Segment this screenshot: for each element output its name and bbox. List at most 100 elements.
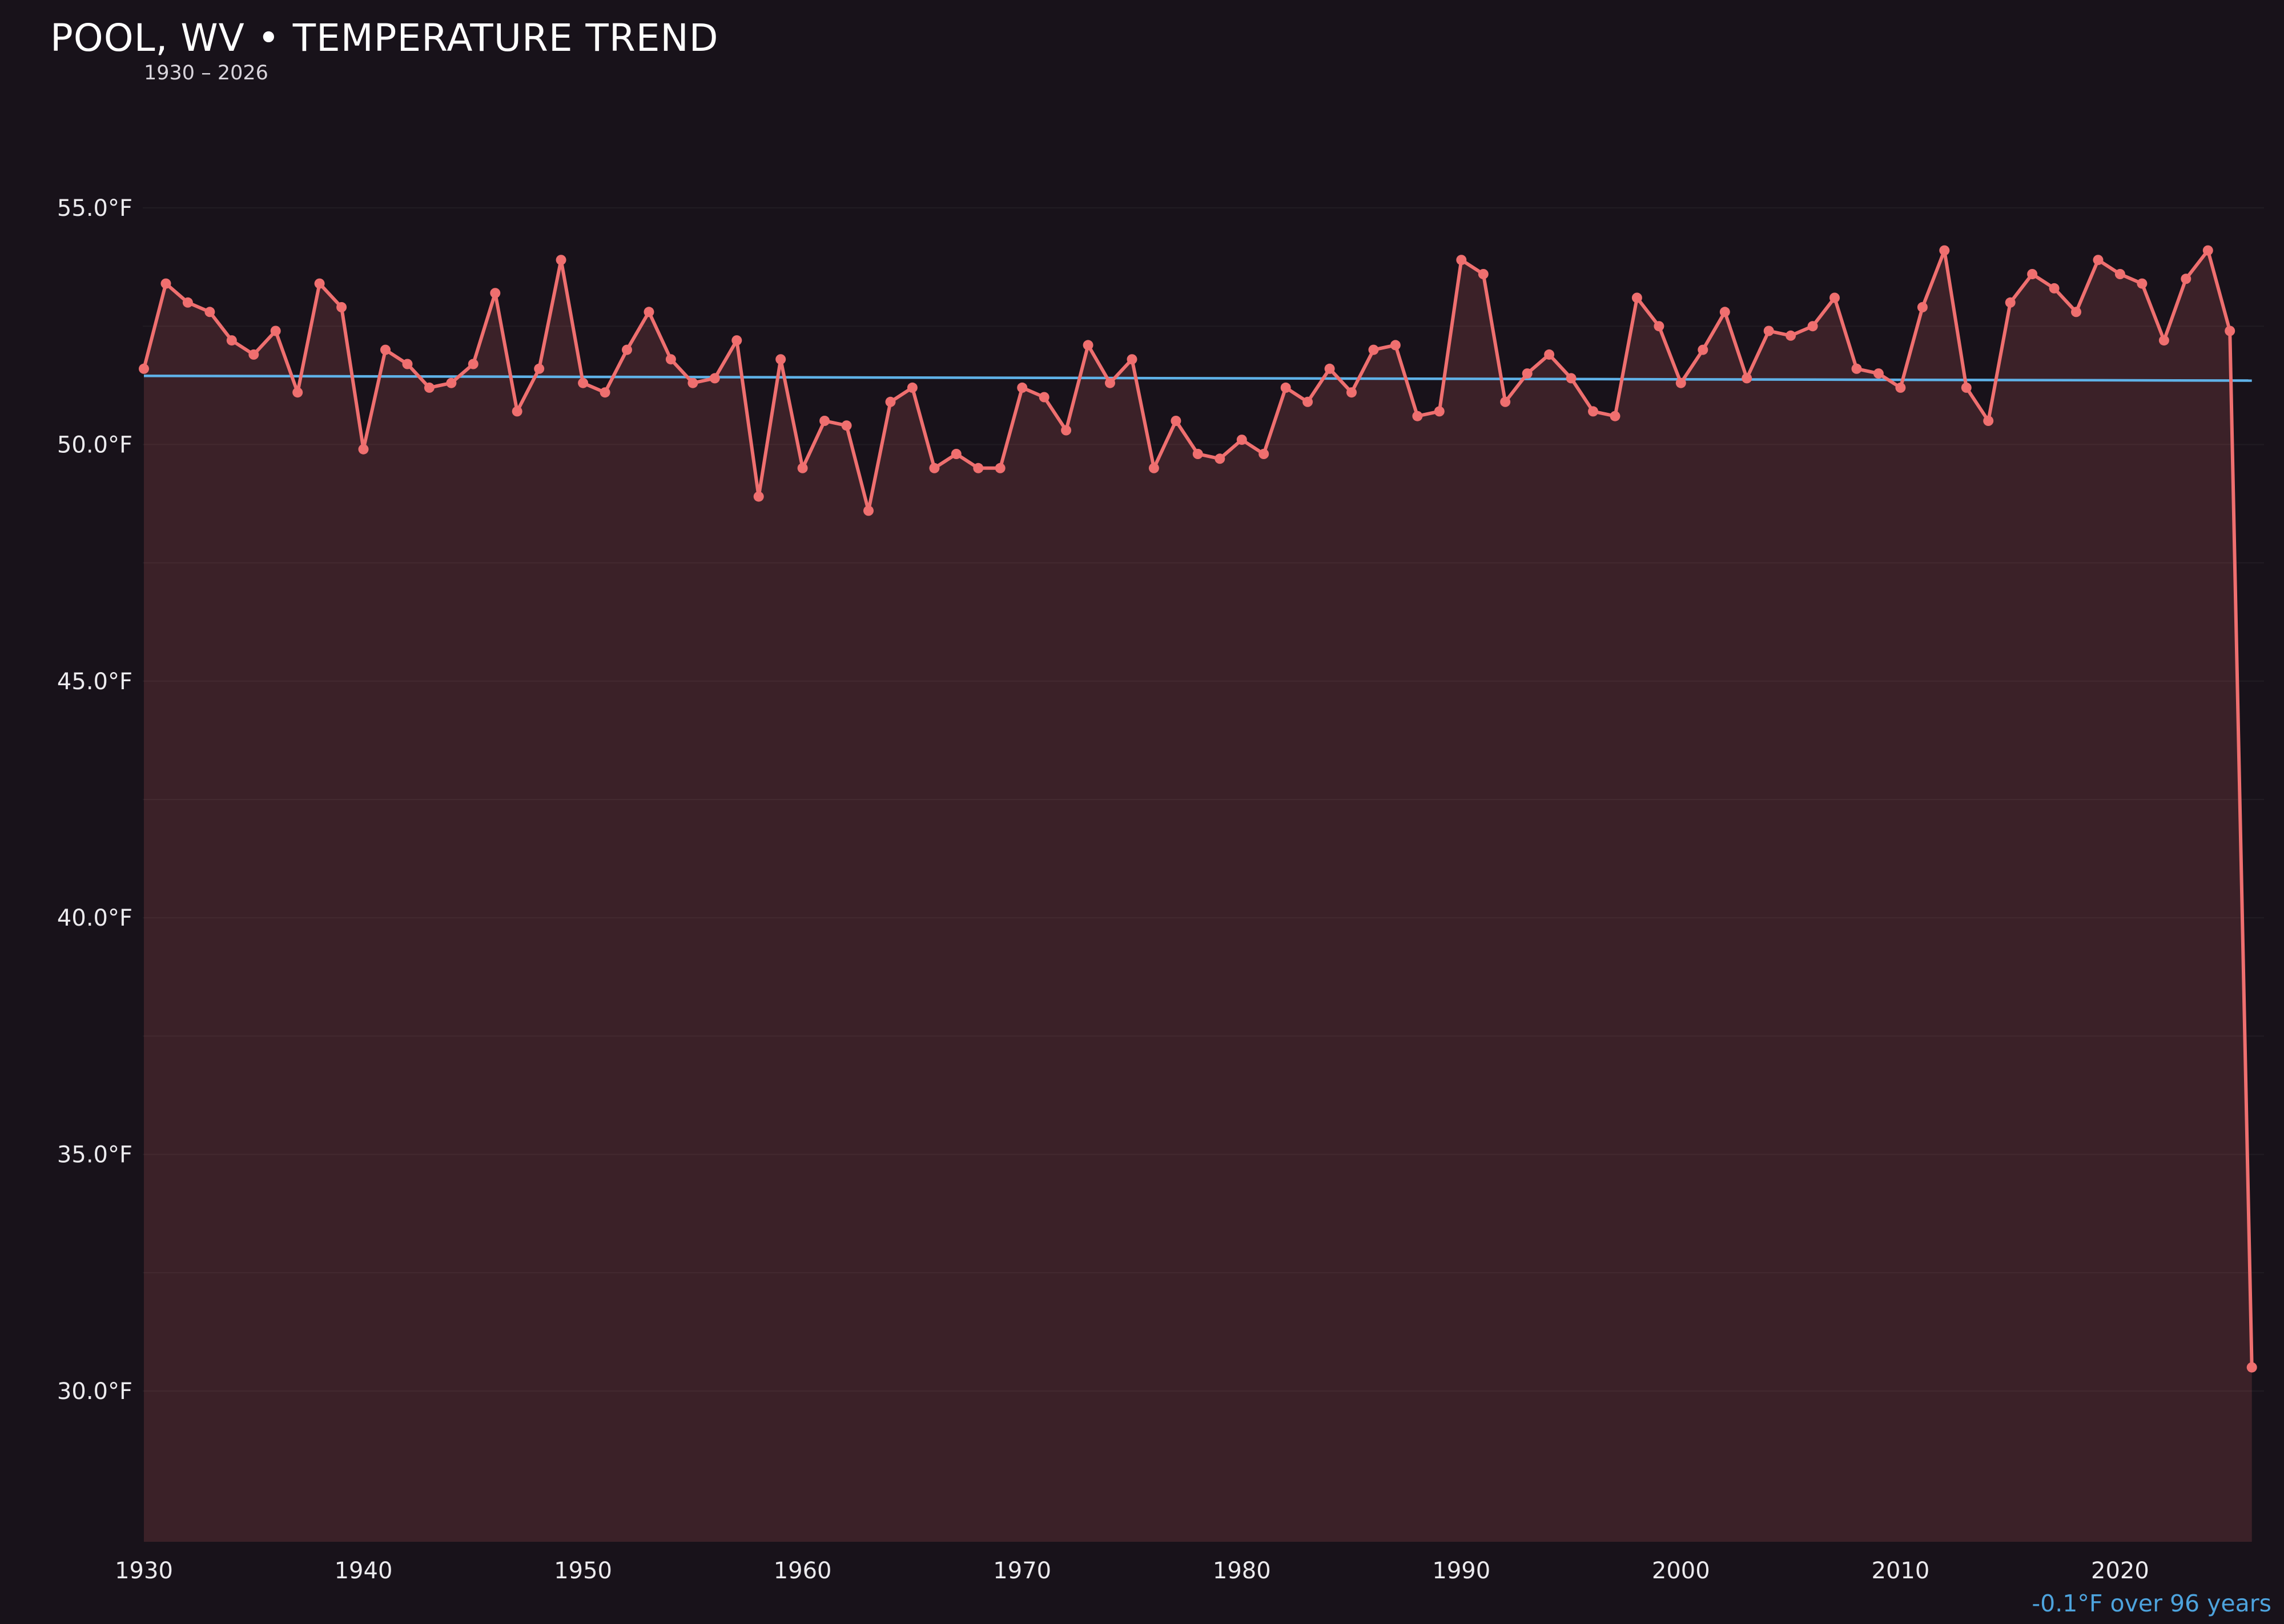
x-tick-label: 2000 [1652, 1558, 1710, 1584]
y-tick-label: 55.0°F [57, 195, 132, 222]
data-point [1412, 411, 1423, 421]
data-point [1192, 449, 1203, 459]
data-point [973, 463, 984, 473]
data-point [534, 363, 545, 374]
data-point [1258, 449, 1269, 459]
data-point [1083, 340, 1093, 351]
data-point [1610, 411, 1620, 421]
data-point [1895, 382, 1906, 393]
data-point [2137, 278, 2148, 289]
data-point [2114, 269, 2125, 279]
x-tick-label: 2010 [1872, 1558, 1930, 1584]
data-point [204, 307, 215, 317]
data-point [1478, 269, 1489, 279]
x-tick-label: 2020 [2091, 1558, 2149, 1584]
data-point [1873, 368, 1884, 379]
data-point [2158, 335, 2169, 346]
data-point [1236, 435, 1247, 445]
data-point [2202, 245, 2213, 256]
data-point [1500, 396, 1511, 407]
y-tick-label: 50.0°F [57, 432, 132, 458]
x-tick-label: 1940 [335, 1558, 393, 1584]
data-point [1456, 255, 1467, 266]
data-point [1917, 302, 1928, 312]
data-point [380, 344, 391, 355]
data-point [490, 288, 501, 299]
data-point [1675, 377, 1686, 388]
data-point [687, 377, 698, 388]
y-tick-label: 35.0°F [57, 1142, 132, 1168]
data-point [600, 387, 610, 398]
data-point [1039, 392, 1049, 403]
data-point [1368, 344, 1379, 355]
data-point [2005, 297, 2016, 308]
x-tick-label: 1960 [774, 1558, 832, 1584]
x-tick-label: 1990 [1432, 1558, 1490, 1584]
data-point [1148, 463, 1159, 473]
data-point [1127, 354, 1137, 365]
y-tick-label: 30.0°F [57, 1378, 132, 1405]
data-point [644, 307, 654, 317]
data-point [1961, 382, 1972, 393]
data-point [1851, 363, 1862, 374]
data-point [709, 373, 720, 384]
data-point [468, 359, 478, 369]
data-point [2225, 325, 2235, 336]
x-tick-label: 1930 [115, 1558, 173, 1584]
data-point [2071, 307, 2081, 317]
data-point [1631, 292, 1642, 303]
data-point [1324, 363, 1335, 374]
data-point [841, 420, 852, 431]
data-point [907, 382, 918, 393]
data-point [2181, 274, 2191, 284]
chart-title: POOL, WV • TEMPERATURE TREND [50, 16, 719, 60]
data-point [424, 382, 435, 393]
data-point [1017, 382, 1028, 393]
data-point [1302, 396, 1313, 407]
data-point [1390, 340, 1401, 351]
data-point [1346, 387, 1357, 398]
data-point [2049, 283, 2060, 294]
data-point [2246, 1362, 2257, 1373]
data-point [512, 406, 522, 417]
data-point [1807, 321, 1818, 332]
data-point [1698, 344, 1708, 355]
data-point [863, 505, 874, 516]
data-point [1522, 368, 1533, 379]
data-point [1105, 377, 1115, 388]
x-tick-label: 1950 [554, 1558, 612, 1584]
data-point [731, 335, 742, 346]
data-point [665, 354, 676, 365]
data-point [248, 349, 259, 360]
data-point [1171, 416, 1181, 426]
data-point [270, 325, 281, 336]
data-point [182, 297, 193, 308]
data-point [1654, 321, 1664, 332]
data-point [1544, 349, 1555, 360]
data-point [1061, 425, 1072, 436]
data-point [402, 359, 413, 369]
data-point [446, 377, 457, 388]
temperature-area [144, 250, 2252, 1542]
data-point [1742, 373, 1752, 384]
data-point [314, 278, 325, 289]
data-point [995, 463, 1006, 473]
data-point [358, 444, 369, 455]
x-tick-label: 1970 [993, 1558, 1051, 1584]
chart-subtitle: 1930 – 2026 [144, 62, 268, 85]
data-point [336, 302, 347, 312]
data-point [775, 354, 786, 365]
data-point [2027, 269, 2038, 279]
data-point [2093, 255, 2104, 266]
y-tick-label: 40.0°F [57, 905, 132, 931]
data-point [556, 255, 566, 266]
data-point [1280, 382, 1291, 393]
data-point [1588, 406, 1598, 417]
data-point [1566, 373, 1577, 384]
data-point [139, 363, 149, 374]
data-point [1719, 307, 1730, 317]
y-tick-label: 45.0°F [57, 669, 132, 695]
x-tick-label: 1980 [1213, 1558, 1271, 1584]
